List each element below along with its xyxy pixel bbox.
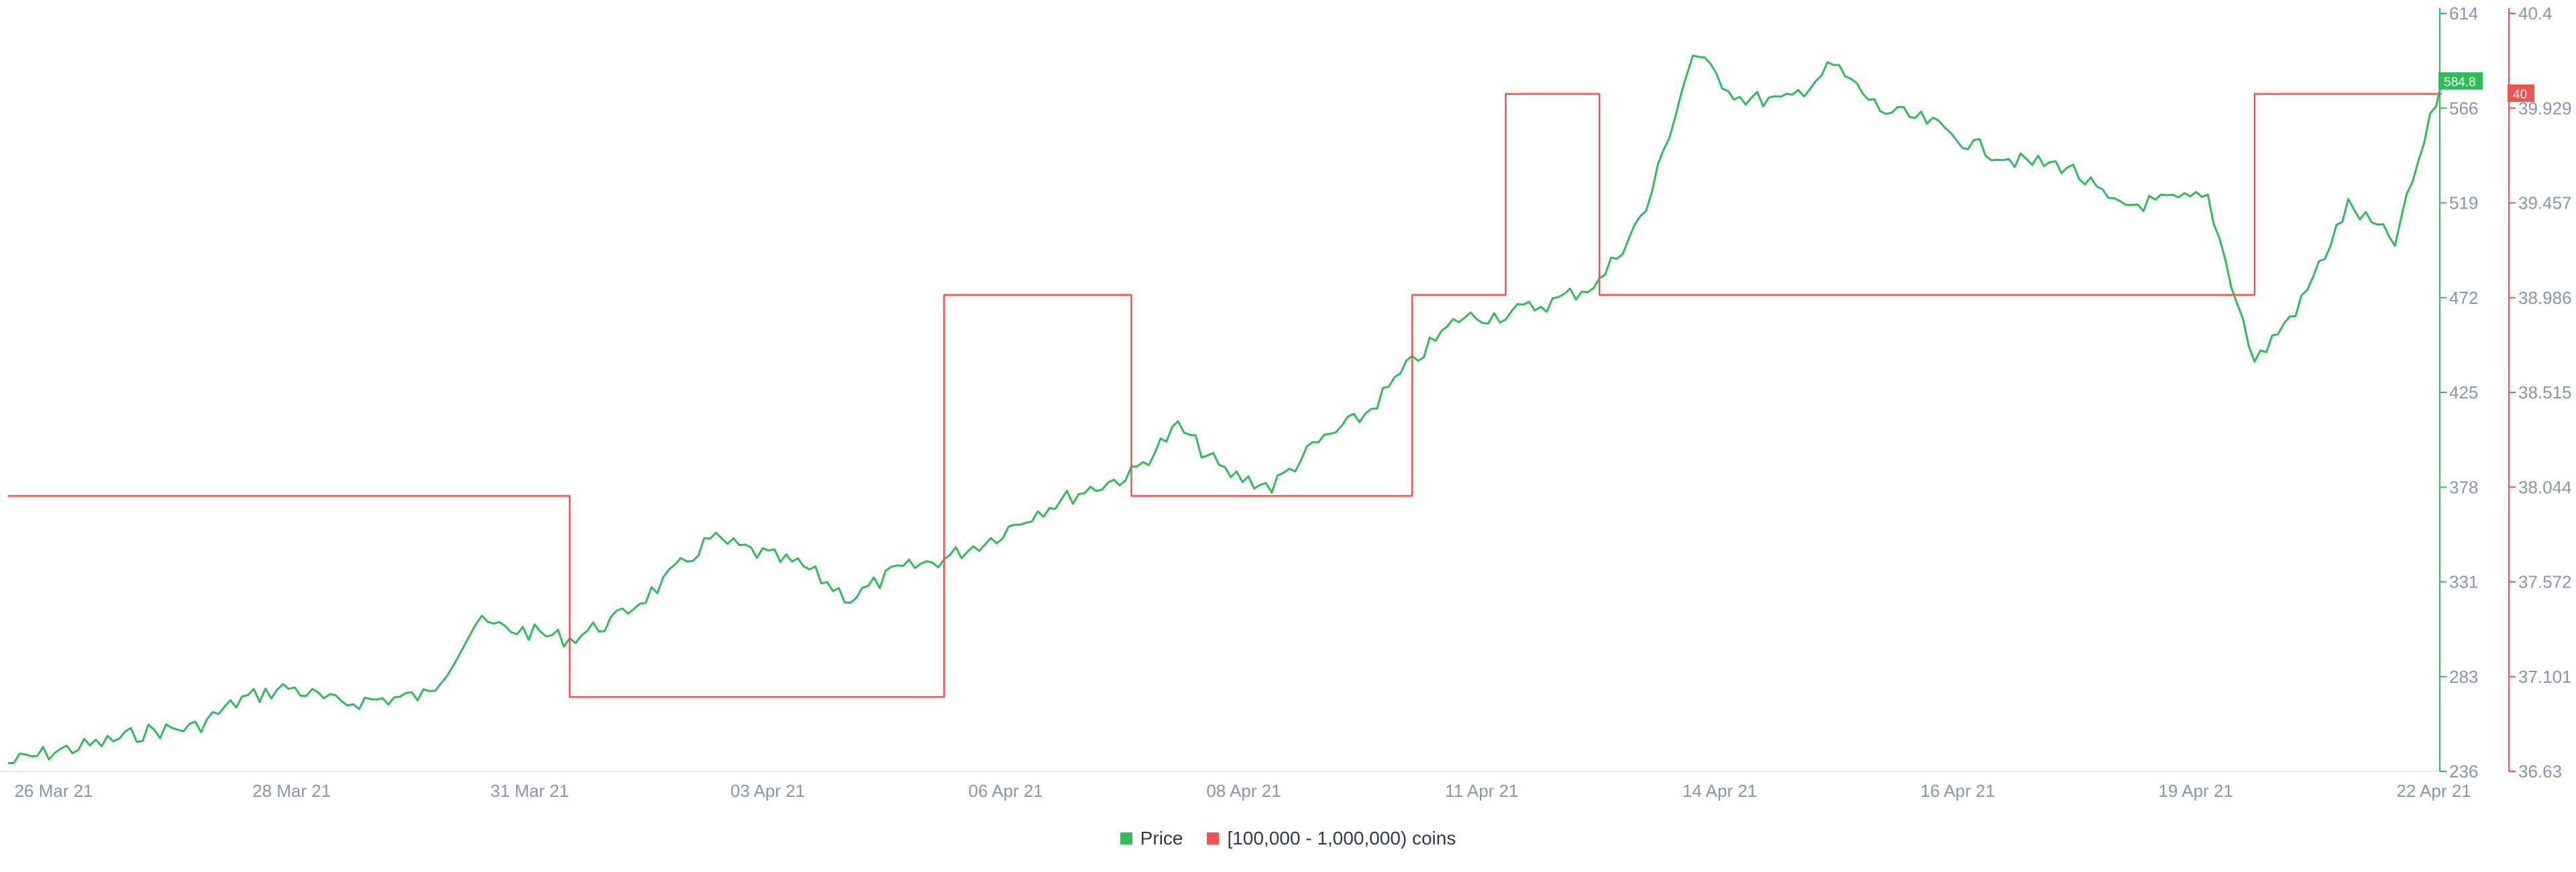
x-axis-tick-label: 26 Mar 21 <box>14 781 93 801</box>
x-axis-tick-label: 14 Apr 21 <box>1682 781 1757 801</box>
left-axis-tick-label: 614 <box>2449 3 2478 23</box>
x-axis-tick-label: 19 Apr 21 <box>2159 781 2233 801</box>
left-axis-tick-label: 472 <box>2449 288 2478 308</box>
legend-swatch-price <box>1120 832 1132 844</box>
right-axis-tick-label: 38.044 <box>2518 477 2572 497</box>
right-axis-tick-label: 36.63 <box>2518 761 2562 781</box>
left-axis-tick-label: 378 <box>2449 477 2478 497</box>
x-axis-tick-label: 16 Apr 21 <box>1921 781 1995 801</box>
x-axis-tick-label: 31 Mar 21 <box>490 781 569 801</box>
series-line-price <box>7 54 2443 765</box>
legend-label-coins: [100,000 - 1,000,000) coins <box>1227 828 1456 849</box>
price-last-value-badge <box>2438 72 2483 90</box>
x-axis-tick-label: 22 Apr 21 <box>2396 781 2471 801</box>
left-axis-tick-label: 283 <box>2449 667 2478 687</box>
left-axis-tick-label: 331 <box>2449 572 2478 592</box>
right-axis-tick-label: 37.101 <box>2518 667 2572 687</box>
x-axis-tick-label: 28 Mar 21 <box>252 781 331 801</box>
legend-swatch-coins <box>1207 832 1220 844</box>
chart-series <box>7 54 2443 765</box>
x-axis-tick-label: 08 Apr 21 <box>1206 781 1281 801</box>
legend-item-price[interactable]: Price <box>1120 828 1183 849</box>
left-axis-tick-label: 425 <box>2449 382 2478 402</box>
left-axis-tick-label: 236 <box>2449 761 2478 781</box>
coins-last-value-badge <box>2508 84 2534 102</box>
right-axis-tick-label: 40.4 <box>2518 3 2553 23</box>
price-last-value-label: 584.8 <box>2444 76 2476 90</box>
left-axis-tick-label: 566 <box>2449 98 2478 118</box>
x-axis-tick-label: 06 Apr 21 <box>969 781 1043 801</box>
chart-legend: Price [100,000 - 1,000,000) coins <box>0 824 2576 853</box>
series-line-coins <box>8 93 2442 698</box>
chart-axes: 61456651947242537833128323640.439.92939.… <box>14 3 2571 801</box>
coins-last-value-label: 40 <box>2513 88 2527 102</box>
right-axis-tick-label: 39.457 <box>2518 193 2572 213</box>
x-axis-tick-label: 11 Apr 21 <box>1445 781 1518 801</box>
right-axis-tick-label: 38.515 <box>2518 382 2572 402</box>
right-axis-tick-label: 38.986 <box>2518 288 2572 308</box>
legend-label-price: Price <box>1140 828 1183 849</box>
left-axis-tick-label: 519 <box>2449 193 2478 213</box>
right-axis-tick-label: 37.572 <box>2518 572 2572 592</box>
x-axis-tick-label: 03 Apr 21 <box>731 781 805 801</box>
legend-item-coins[interactable]: [100,000 - 1,000,000) coins <box>1207 828 1456 849</box>
